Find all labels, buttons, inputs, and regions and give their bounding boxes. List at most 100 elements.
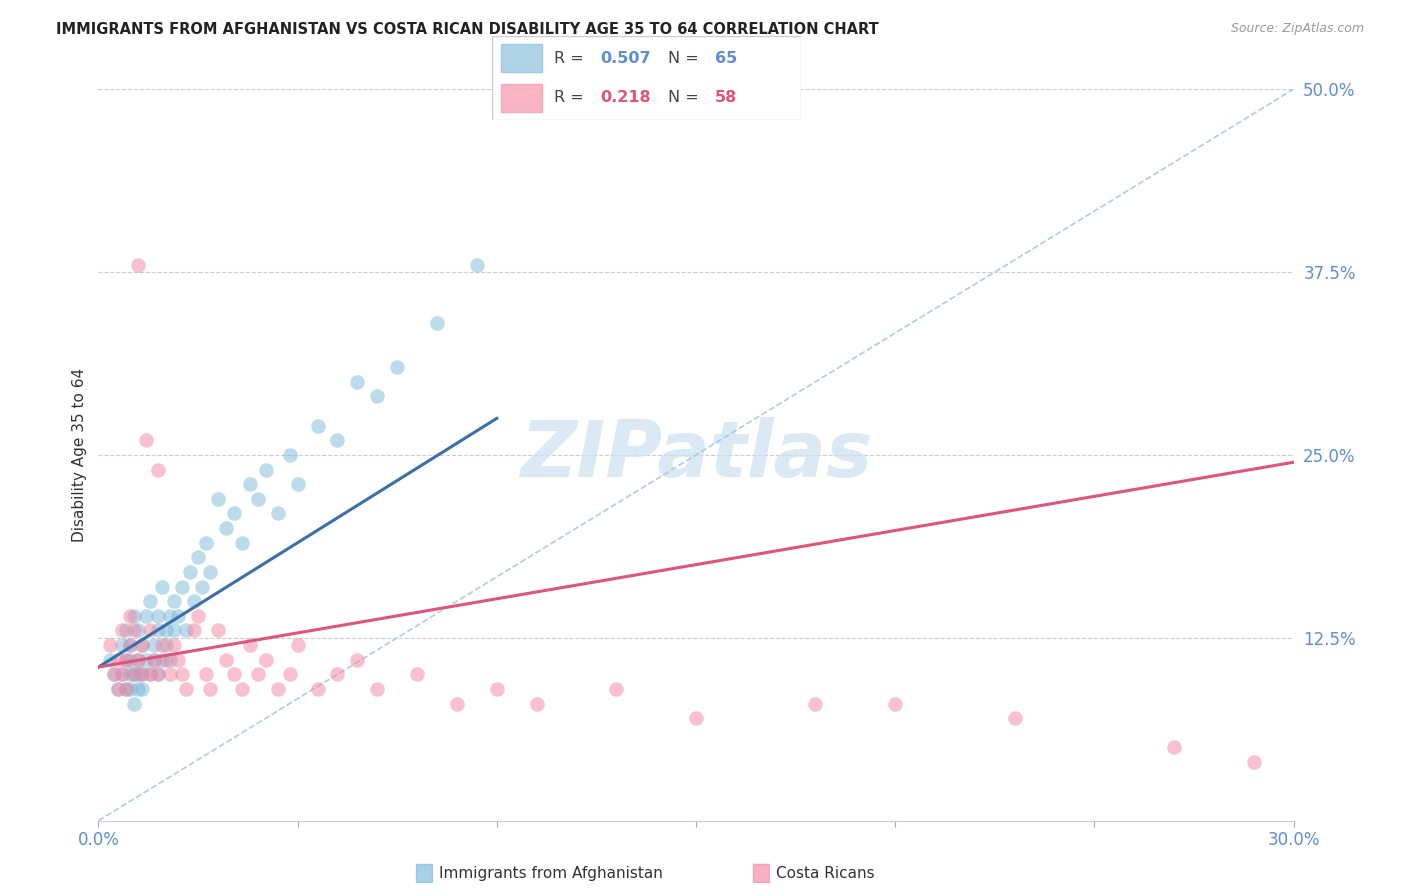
Point	[103, 667, 125, 681]
Point	[254, 462, 277, 476]
Point	[167, 608, 190, 623]
Point	[246, 491, 269, 506]
Point	[150, 638, 173, 652]
Text: ZIPatlas: ZIPatlas	[520, 417, 872, 493]
Point	[124, 667, 146, 681]
Point	[159, 653, 181, 667]
Point	[1163, 740, 1185, 755]
Point	[307, 681, 329, 696]
Point	[115, 653, 138, 667]
Point	[267, 507, 290, 521]
Point	[163, 638, 186, 652]
Point	[326, 667, 349, 681]
Point	[307, 418, 329, 433]
Point	[159, 667, 181, 681]
Point	[131, 667, 153, 681]
Point	[183, 624, 205, 638]
Point	[207, 491, 229, 506]
Point	[148, 667, 170, 681]
Point	[254, 653, 277, 667]
Text: Immigrants from Afghanistan: Immigrants from Afghanistan	[439, 866, 662, 880]
Point	[366, 389, 388, 403]
Text: N =: N =	[668, 51, 704, 66]
Point	[107, 681, 129, 696]
Point	[124, 624, 146, 638]
Point	[115, 681, 138, 696]
Y-axis label: Disability Age 35 to 64: Disability Age 35 to 64	[72, 368, 87, 542]
Text: 0.218: 0.218	[600, 90, 651, 105]
Point	[804, 697, 827, 711]
Point	[155, 638, 177, 652]
Point	[278, 448, 301, 462]
Point	[120, 667, 142, 681]
Point	[135, 653, 157, 667]
Point	[167, 653, 190, 667]
Point	[150, 580, 173, 594]
Point	[215, 521, 238, 535]
Point	[231, 535, 253, 549]
Point	[183, 594, 205, 608]
Point	[174, 624, 197, 638]
Point	[127, 681, 149, 696]
Point	[120, 608, 142, 623]
Text: Source: ZipAtlas.com: Source: ZipAtlas.com	[1230, 22, 1364, 36]
Point	[127, 653, 149, 667]
Point	[485, 681, 508, 696]
Point	[115, 624, 138, 638]
Point	[406, 667, 429, 681]
Point	[131, 681, 153, 696]
Point	[120, 638, 142, 652]
Point	[385, 360, 409, 375]
Point	[179, 565, 201, 579]
Point	[155, 624, 177, 638]
Point	[366, 681, 388, 696]
Point	[346, 375, 368, 389]
Point	[143, 653, 166, 667]
Point	[148, 624, 170, 638]
Text: 0.507: 0.507	[600, 51, 651, 66]
Point	[1004, 711, 1026, 725]
Point	[131, 667, 153, 681]
Point	[124, 697, 146, 711]
Point	[100, 653, 122, 667]
FancyBboxPatch shape	[492, 36, 801, 120]
Point	[207, 624, 229, 638]
Point	[287, 638, 309, 652]
Point	[446, 697, 468, 711]
Point	[143, 638, 166, 652]
Point	[139, 667, 162, 681]
Text: R =: R =	[554, 90, 589, 105]
Point	[163, 594, 186, 608]
Text: IMMIGRANTS FROM AFGHANISTAN VS COSTA RICAN DISABILITY AGE 35 TO 64 CORRELATION C: IMMIGRANTS FROM AFGHANISTAN VS COSTA RIC…	[56, 22, 879, 37]
Point	[246, 667, 269, 681]
Point	[187, 550, 209, 565]
Point	[195, 667, 218, 681]
Point	[231, 681, 253, 696]
Point	[174, 681, 197, 696]
Point	[120, 681, 142, 696]
Text: R =: R =	[554, 51, 589, 66]
Bar	[502, 44, 541, 72]
Point	[191, 580, 214, 594]
Point	[465, 258, 488, 272]
Bar	[502, 84, 541, 112]
Point	[148, 462, 170, 476]
Text: N =: N =	[668, 90, 704, 105]
Point	[278, 667, 301, 681]
Point	[103, 667, 125, 681]
Point	[150, 653, 173, 667]
Point	[124, 608, 146, 623]
Point	[139, 594, 162, 608]
Point	[187, 608, 209, 623]
Point	[222, 507, 245, 521]
Point	[115, 681, 138, 696]
Point	[131, 638, 153, 652]
Point	[195, 535, 218, 549]
Point	[198, 565, 221, 579]
Point	[107, 653, 129, 667]
Point	[155, 653, 177, 667]
Point	[131, 638, 153, 652]
Point	[1243, 755, 1265, 769]
Point	[127, 258, 149, 272]
Point	[143, 653, 166, 667]
